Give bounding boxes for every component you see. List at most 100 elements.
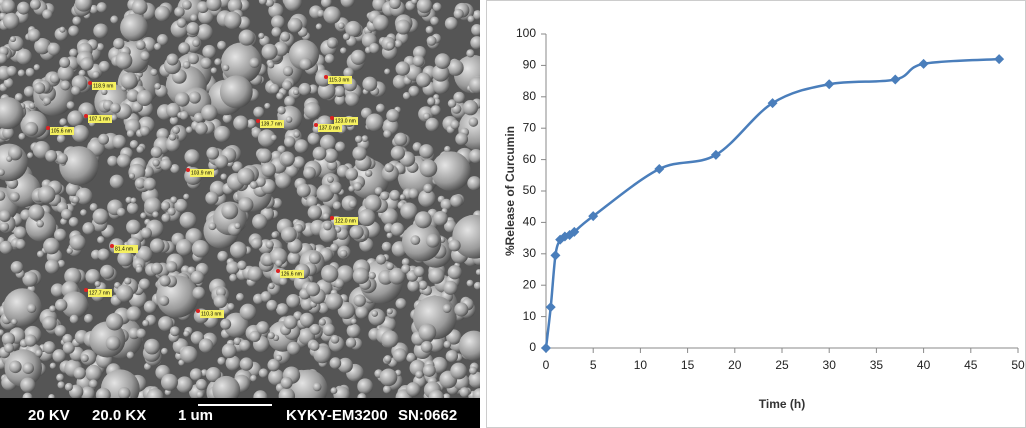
particle bbox=[286, 293, 301, 308]
particle bbox=[125, 196, 133, 204]
particle bbox=[154, 5, 171, 22]
particle bbox=[181, 0, 192, 10]
particle bbox=[43, 96, 52, 105]
label-box bbox=[88, 289, 112, 297]
sem-label: 105.6 nm bbox=[51, 128, 72, 134]
particle bbox=[408, 85, 420, 97]
particle bbox=[165, 137, 181, 152]
particle bbox=[205, 191, 219, 205]
particle bbox=[176, 18, 187, 28]
particle bbox=[80, 354, 89, 363]
particle bbox=[382, 385, 392, 394]
particle bbox=[283, 315, 298, 330]
particle bbox=[212, 375, 241, 398]
particle bbox=[340, 0, 355, 8]
y-tick-label: 40 bbox=[523, 215, 537, 229]
data-point bbox=[994, 54, 1005, 65]
sem-label: 137.0 nm bbox=[319, 125, 340, 131]
particle bbox=[420, 340, 433, 353]
particle bbox=[395, 19, 411, 35]
particle bbox=[383, 129, 392, 139]
particle bbox=[402, 91, 411, 100]
particle bbox=[393, 132, 408, 146]
particle bbox=[84, 313, 94, 324]
particle bbox=[255, 176, 266, 187]
particle bbox=[92, 70, 100, 79]
particle bbox=[384, 68, 391, 75]
particle bbox=[430, 105, 441, 116]
particle bbox=[444, 17, 458, 30]
sem-info-bar bbox=[0, 398, 480, 428]
label-box bbox=[50, 127, 74, 135]
particle bbox=[138, 278, 151, 290]
particle bbox=[174, 6, 185, 18]
particle bbox=[17, 69, 26, 77]
particle bbox=[168, 133, 177, 141]
particle bbox=[54, 228, 67, 242]
particle bbox=[202, 44, 216, 59]
particle bbox=[15, 239, 26, 250]
y-axis-label: %Release of Curcumin bbox=[503, 126, 517, 256]
particle bbox=[50, 283, 65, 298]
label-box bbox=[114, 245, 138, 253]
particle bbox=[345, 167, 359, 181]
particle bbox=[223, 312, 249, 338]
particle bbox=[156, 34, 169, 46]
particle bbox=[59, 26, 66, 33]
particle bbox=[9, 36, 16, 43]
particle bbox=[13, 226, 27, 240]
particle bbox=[110, 114, 118, 121]
particle bbox=[365, 113, 384, 132]
particle bbox=[369, 43, 380, 54]
particle bbox=[326, 175, 334, 183]
particle bbox=[68, 25, 80, 37]
particle bbox=[179, 211, 197, 229]
particle bbox=[443, 280, 458, 295]
particle bbox=[258, 0, 267, 5]
particle bbox=[323, 6, 341, 24]
particle bbox=[2, 12, 20, 30]
particle bbox=[281, 226, 297, 243]
particle bbox=[94, 280, 101, 288]
measure-point bbox=[88, 81, 92, 85]
particle bbox=[315, 23, 323, 30]
particle bbox=[68, 217, 79, 228]
particle bbox=[422, 112, 431, 121]
particle bbox=[284, 163, 299, 178]
particle bbox=[276, 303, 289, 316]
data-point bbox=[541, 343, 551, 353]
measure-point bbox=[46, 126, 50, 130]
particle bbox=[345, 20, 362, 38]
particle bbox=[249, 330, 261, 343]
particle bbox=[56, 373, 65, 382]
particle bbox=[174, 92, 190, 107]
particle bbox=[59, 57, 71, 68]
particle bbox=[267, 61, 275, 69]
particle bbox=[126, 306, 142, 322]
particle bbox=[171, 126, 180, 135]
measure-point bbox=[256, 119, 260, 123]
particle bbox=[219, 75, 253, 109]
particle bbox=[253, 106, 265, 118]
footer-text: SN:0662 bbox=[398, 407, 457, 424]
sem-label: 127.7 nm bbox=[89, 290, 110, 296]
particle bbox=[75, 187, 93, 205]
particle bbox=[348, 199, 357, 209]
particle bbox=[1, 332, 16, 346]
particle bbox=[330, 387, 338, 395]
particle bbox=[109, 174, 124, 189]
particle bbox=[97, 236, 105, 244]
particle bbox=[299, 57, 312, 71]
particle bbox=[220, 42, 262, 84]
x-axis-label: Time (h) bbox=[759, 397, 805, 411]
y-tick-label: 80 bbox=[523, 89, 537, 103]
particle bbox=[140, 212, 147, 219]
particle bbox=[307, 132, 321, 146]
particle bbox=[222, 64, 230, 72]
particle bbox=[169, 326, 180, 337]
particle bbox=[395, 298, 407, 310]
particle bbox=[85, 269, 101, 284]
particle bbox=[329, 357, 342, 369]
particle bbox=[179, 110, 189, 120]
particle bbox=[444, 219, 457, 233]
